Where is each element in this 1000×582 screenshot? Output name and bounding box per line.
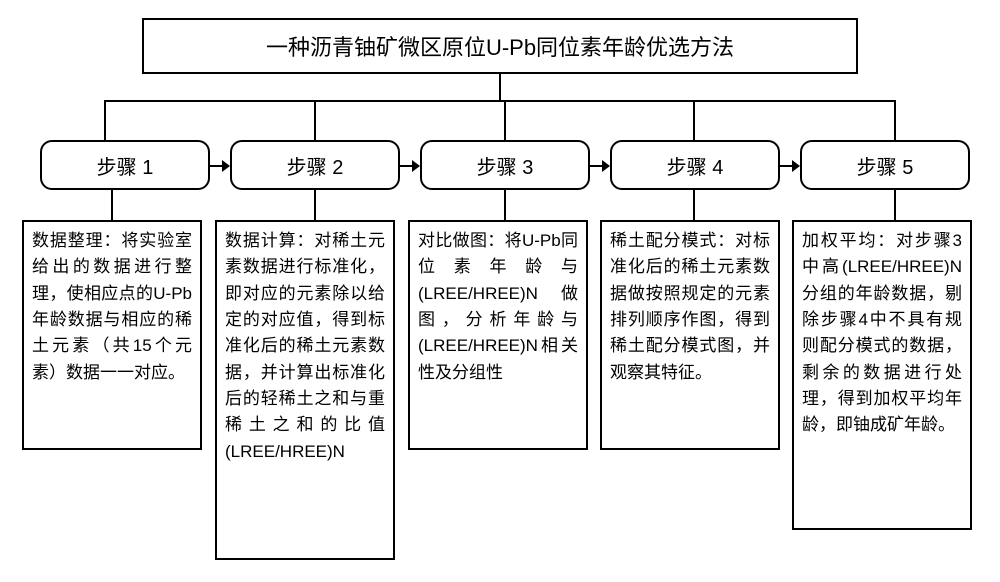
connector-bus-to-step-1 (104, 100, 106, 140)
desc-4-text: 稀土配分模式：对标准化后的稀土元素数据做按照规定的元素排列顺序作图，得到稀土配分… (610, 231, 770, 382)
arrow-step-3-to-step-4 (590, 160, 610, 172)
arrow-head-icon (222, 160, 230, 172)
desc-2-text: 数据计算：对稀土元素数据进行标准化，即对应的元素除以给定的对应值，得到标准化后的… (225, 231, 385, 461)
connector-bus-to-step-3 (504, 100, 506, 140)
arrow-shaft (590, 165, 602, 167)
arrow-step-2-to-step-3 (400, 160, 420, 172)
desc-5: 加权平均：对步骤3中高(LREE/HREE)N 分组的年龄数据，剔除步骤4中不具… (792, 220, 972, 530)
diagram-title: 一种沥青铀矿微区原位U-Pb同位素年龄优选方法 (142, 18, 858, 74)
desc-3: 对比做图：将U-Pb同位素年龄与(LREE/HREE)N做图，分析年龄与(LRE… (408, 220, 588, 450)
arrow-shaft (210, 165, 222, 167)
connector-bus (105, 100, 895, 102)
arrow-step-4-to-step-5 (780, 160, 800, 172)
connector-title-drop (499, 74, 501, 100)
step-3-label: 步骤 3 (477, 151, 534, 180)
connector-step-to-desc-4 (693, 190, 695, 220)
step-1-label: 步骤 1 (97, 151, 154, 180)
arrow-shaft (780, 165, 792, 167)
connector-step-to-desc-3 (504, 190, 506, 220)
desc-1: 数据整理：将实验室给出的数据进行整理，使相应点的U-Pb年龄数据与相应的稀土元素… (22, 220, 202, 450)
connector-step-to-desc-2 (314, 190, 316, 220)
arrow-head-icon (412, 160, 420, 172)
desc-3-text: 对比做图：将U-Pb同位素年龄与(LREE/HREE)N做图，分析年龄与(LRE… (418, 231, 578, 382)
connector-bus-to-step-5 (894, 100, 896, 140)
connector-step-to-desc-5 (894, 190, 896, 220)
arrow-head-icon (602, 160, 610, 172)
step-5-label: 步骤 5 (857, 151, 914, 180)
arrow-shaft (400, 165, 412, 167)
arrow-head-icon (792, 160, 800, 172)
step-5: 步骤 5 (800, 140, 970, 190)
desc-4: 稀土配分模式：对标准化后的稀土元素数据做按照规定的元素排列顺序作图，得到稀土配分… (600, 220, 780, 450)
arrow-step-1-to-step-2 (210, 160, 230, 172)
desc-5-text: 加权平均：对步骤3中高(LREE/HREE)N 分组的年龄数据，剔除步骤4中不具… (802, 231, 962, 434)
step-1: 步骤 1 (40, 140, 210, 190)
connector-bus-to-step-2 (314, 100, 316, 140)
step-3: 步骤 3 (420, 140, 590, 190)
step-2-label: 步骤 2 (287, 151, 344, 180)
diagram-title-text: 一种沥青铀矿微区原位U-Pb同位素年龄优选方法 (266, 30, 734, 62)
step-4: 步骤 4 (610, 140, 780, 190)
desc-1-text: 数据整理：将实验室给出的数据进行整理，使相应点的U-Pb年龄数据与相应的稀土元素… (32, 231, 192, 382)
step-4-label: 步骤 4 (667, 151, 724, 180)
connector-bus-to-step-4 (693, 100, 695, 140)
connector-step-to-desc-1 (111, 190, 113, 220)
step-2: 步骤 2 (230, 140, 400, 190)
desc-2: 数据计算：对稀土元素数据进行标准化，即对应的元素除以给定的对应值，得到标准化后的… (215, 220, 395, 560)
